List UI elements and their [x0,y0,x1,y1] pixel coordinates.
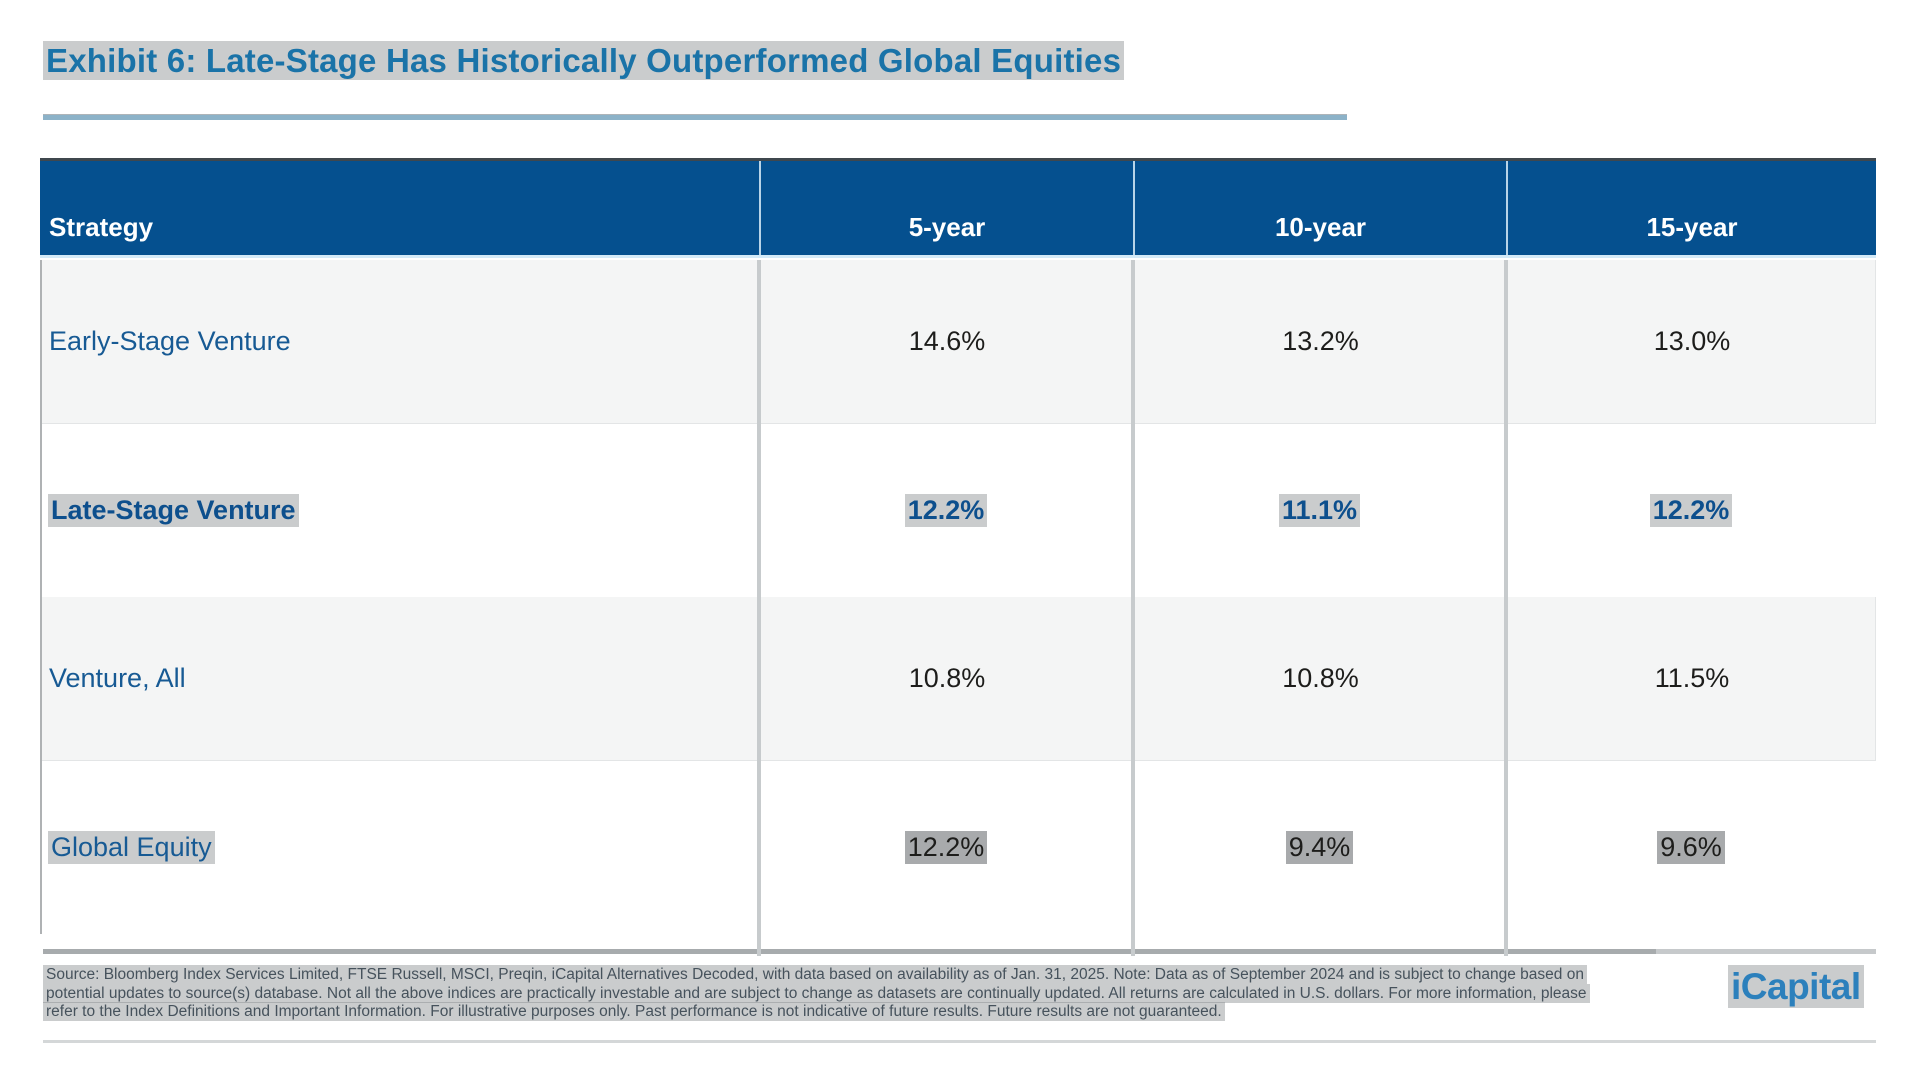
icapital-logo-text: iCapital [1728,965,1864,1008]
return-value: 10.8% [1282,663,1359,693]
strategy-label: Early-Stage Venture [49,326,291,356]
source-note: Source: Bloomberg Index Services Limited… [43,965,1693,1022]
return-value: 11.5% [1654,663,1730,693]
return-value-cell: 12.2% [1506,429,1876,592]
return-value-cell: 12.2% [759,766,1133,929]
column-divider [757,260,761,956]
return-value-cell: 13.2% [1134,260,1507,423]
strategy-cell: Late-Stage Venture [40,429,759,592]
column-header-strategy: Strategy [49,212,154,242]
return-value-cell: 9.6% [1506,766,1876,929]
returns-table: Strategy 5-year 10-year 15-year Early-St… [40,158,1876,956]
strategy-label: Global Equity [48,831,215,864]
page-title-text: Exhibit 6: Late-Stage Has Historically O… [43,41,1125,80]
column-divider [1131,260,1135,956]
return-value: 13.0% [1653,326,1731,356]
table-body: Early-Stage Venture 14.6% 13.2% 13.0% Late-S… [40,260,1876,956]
column-header-15-year: 15-year [1506,161,1876,255]
return-value-cell: 10.8% [760,597,1134,760]
return-value-cell: 9.4% [1133,766,1506,929]
strategy-label: Venture, All [49,663,186,693]
source-note-line-3: refer to the Index Definitions and Impor… [43,1002,1225,1022]
table-row: Early-Stage Venture 14.6% 13.2% 13.0% [40,260,1876,424]
return-value: 9.6% [1657,831,1725,864]
return-value: 13.2% [1282,326,1359,356]
strategy-cell: Global Equity [40,766,759,929]
return-value: 9.4% [1285,831,1354,864]
table-header-row: Strategy 5-year 10-year 15-year [40,158,1876,258]
strategy-cell: Early-Stage Venture [41,260,760,423]
return-value-cell: 10.8% [1134,597,1507,760]
return-value: 10.8% [908,663,986,693]
return-value-cell: 14.6% [760,260,1134,423]
table-row: Late-Stage Venture 12.2% 11.1% 12.2% [40,429,1876,592]
page-title: Exhibit 6: Late-Stage Has Historically O… [43,41,1125,80]
column-divider [1504,260,1508,956]
return-value: 12.2% [904,831,988,864]
icapital-logo: iCapital [1728,965,1864,1008]
footer-top-rule [43,949,1876,954]
source-note-line-1: Source: Bloomberg Index Services Limited… [43,965,1587,984]
column-header-10-year: 10-year [1133,161,1506,255]
table-row: Venture, All 10.8% 10.8% 11.5% [40,597,1876,761]
source-note-line-2: potential updates to source(s) database.… [43,983,1590,1003]
return-value: 12.2% [904,494,988,527]
title-underline [43,114,1347,120]
strategy-label: Late-Stage Venture [48,494,299,527]
return-value-cell: 11.5% [1507,597,1877,760]
return-value: 12.2% [1649,494,1733,527]
return-value-cell: 11.1% [1133,429,1506,592]
column-header-5-year: 5-year [759,161,1133,255]
table-row: Global Equity 12.2% 9.4% 9.6% [40,766,1876,929]
page-bottom-rule [43,1040,1876,1043]
return-value-cell: 12.2% [759,429,1133,592]
return-value: 11.1% [1278,494,1361,527]
return-value: 14.6% [908,326,986,356]
strategy-cell: Venture, All [41,597,760,760]
return-value-cell: 13.0% [1507,260,1877,423]
